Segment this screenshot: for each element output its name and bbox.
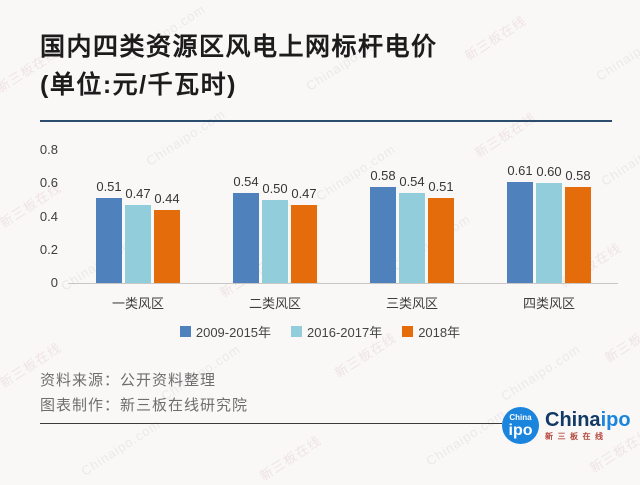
maker-note: 图表制作：新三板在线研究院 xyxy=(40,397,249,414)
y-axis-tick-label: 0 xyxy=(50,275,58,290)
chart-title: 国内四类资源区风电上网标杆电价 (单位:元/千瓦时) xyxy=(40,28,438,104)
bar-2018年-三类风区 xyxy=(428,198,454,283)
x-axis-category-label: 一类风区 xyxy=(111,296,164,311)
bar-chart: 0 0.2 0.4 0.6 0.8 0.51 0.54 0.58 0.61 0.47 0.50 0.5… xyxy=(39,142,618,311)
logo-brand-primary: China xyxy=(545,408,601,431)
x-axis-category-label: 二类风区 xyxy=(248,296,301,311)
bar-value-label: 0.51 xyxy=(96,179,122,194)
legend-item-2018年: 2018年 xyxy=(402,322,460,341)
title-divider xyxy=(40,120,612,122)
y-axis-tick-label: 0.8 xyxy=(39,142,58,158)
bar-2016-2017年-四类风区 xyxy=(536,183,562,283)
bar-value-label: 0.47 xyxy=(291,186,317,201)
bar-value-label: 0.47 xyxy=(125,186,151,201)
bar-2009-2015年-一类风区 xyxy=(96,198,122,283)
bar-2018年-一类风区 xyxy=(154,210,180,283)
source-note: 资料来源：公开资料整理 xyxy=(40,372,217,389)
chart-title-line1: 国内四类资源区风电上网标杆电价 xyxy=(40,33,438,61)
bar-2018年-二类风区 xyxy=(291,205,317,283)
logo-subtext: 新三板在线 xyxy=(545,431,608,441)
legend-item-2009-2015年: 2009-2015年 xyxy=(179,322,272,341)
logo-badge-top-text: China xyxy=(509,412,532,422)
y-axis-tick-label: 0.6 xyxy=(39,175,58,191)
logo-wordmark: Chinaipo xyxy=(545,410,631,430)
legend-item-2016-2017年: 2016-2017年 xyxy=(291,322,382,341)
bar-value-label: 0.54 xyxy=(233,174,259,189)
x-axis-line xyxy=(68,283,618,284)
logo-badge-main-text: ipo xyxy=(508,421,533,439)
logo-text: Chinaipo 新三板在线 xyxy=(545,410,631,442)
legend-swatch-icon xyxy=(179,326,191,337)
bar-2016-2017年-一类风区 xyxy=(125,205,151,283)
chinaipo-logo-icon: China ipo xyxy=(502,407,539,444)
bar-value-label: 0.58 xyxy=(565,168,591,183)
chart-title-line2: (单位:元/千瓦时) xyxy=(40,71,237,99)
bar-value-label: 0.60 xyxy=(536,164,562,179)
footer: 资料来源：公开资料整理 图表制作：新三板在线研究院 xyxy=(40,368,248,418)
bar-value-label: 0.61 xyxy=(507,163,533,178)
legend-swatch-icon xyxy=(402,326,414,337)
bar-value-label: 0.54 xyxy=(399,174,425,189)
y-axis-tick-label: 0.2 xyxy=(39,241,58,257)
y-axis-tick-label: 0.4 xyxy=(39,208,58,224)
chart-legend: 2009-2015年 2016-2017年 2018年 xyxy=(0,322,640,341)
bar-value-label: 0.58 xyxy=(370,168,396,183)
chinaipo-logo: China ipo Chinaipo 新三板在线 xyxy=(502,407,631,444)
bar-2009-2015年-三类风区 xyxy=(370,187,396,283)
legend-label: 2009-2015年 xyxy=(195,325,272,340)
legend-label: 2018年 xyxy=(418,325,461,340)
legend-label: 2016-2017年 xyxy=(307,325,383,340)
bar-2016-2017年-三类风区 xyxy=(399,193,425,283)
bar-value-label: 0.50 xyxy=(262,181,288,196)
logo-brand-secondary: ipo xyxy=(600,408,631,431)
x-axis-category-label: 三类风区 xyxy=(385,296,438,311)
legend-swatch-icon xyxy=(291,326,303,337)
bar-2016-2017年-二类风区 xyxy=(262,200,288,283)
bar-2009-2015年-二类风区 xyxy=(233,193,259,283)
bar-value-label: 0.44 xyxy=(154,191,180,206)
bar-value-label: 0.51 xyxy=(428,179,454,194)
bar-2018年-四类风区 xyxy=(565,187,591,283)
bar-2009-2015年-四类风区 xyxy=(507,182,533,283)
footer-divider xyxy=(40,423,502,424)
x-axis-category-label: 四类风区 xyxy=(522,296,575,311)
